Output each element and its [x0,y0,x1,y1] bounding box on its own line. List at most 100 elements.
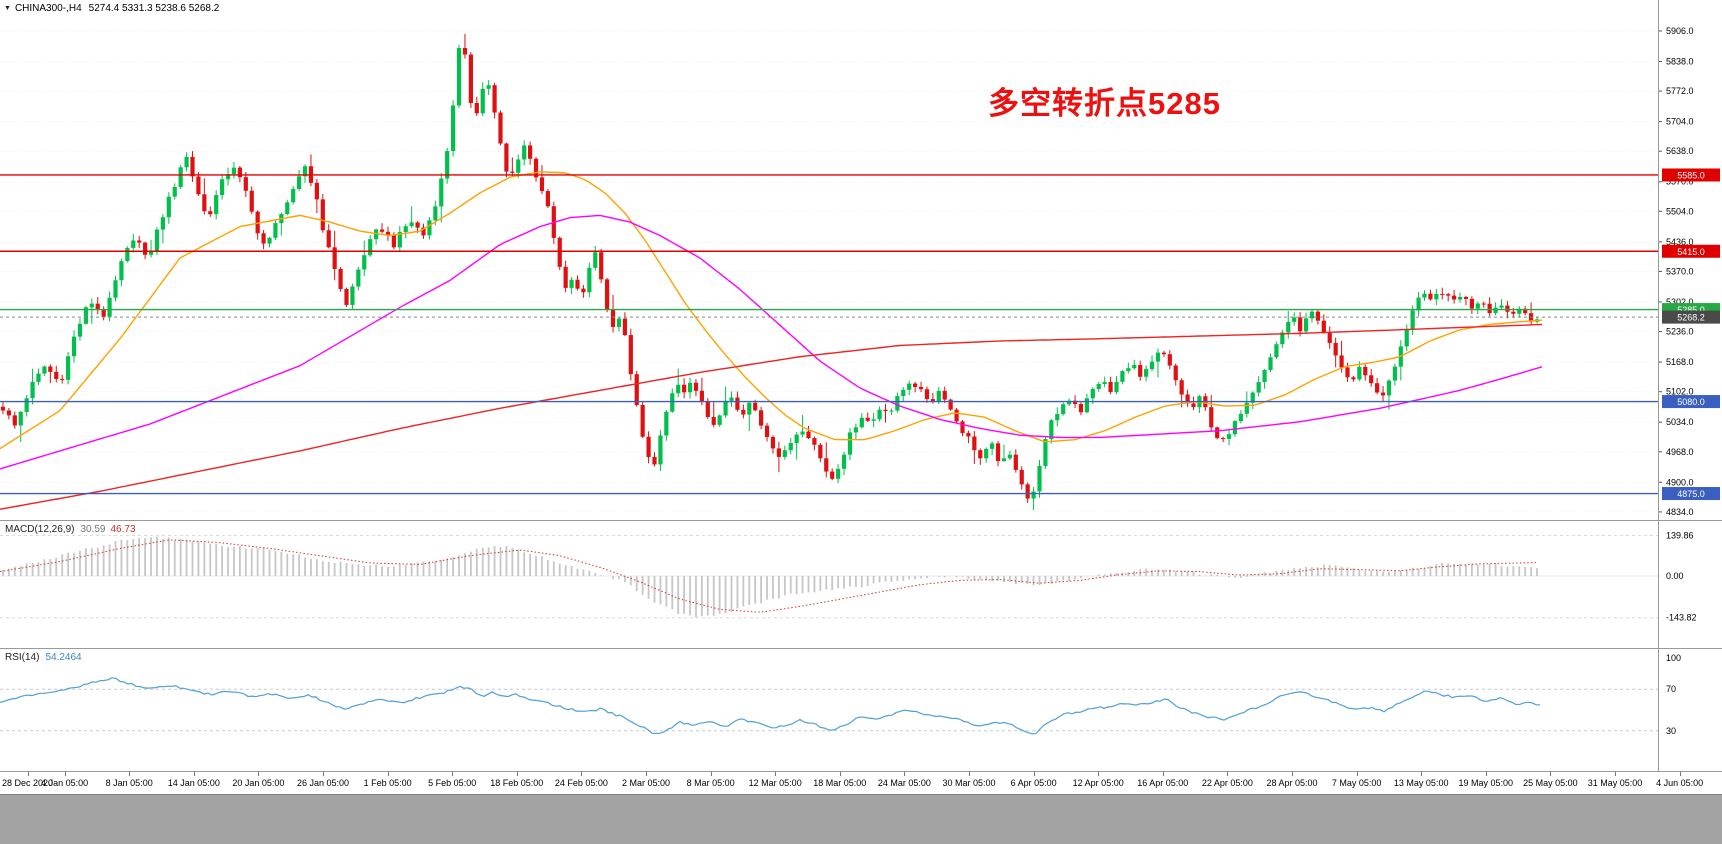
time-axis-label: 7 May 05:00 [1331,778,1382,788]
time-axis-tick [1098,772,1100,776]
time-axis-label: 26 Jan 05:00 [296,778,350,788]
time-axis-label: 1 Feb 05:00 [363,778,412,788]
annotation-text: 多空转折点5285 [988,86,1221,121]
svg-text:5638.0: 5638.0 [1666,146,1694,156]
bottom-strip [0,794,1722,844]
time-axis-tick [452,772,454,776]
time-axis-tick [1227,772,1229,776]
time-axis-label: 16 Apr 05:00 [1137,778,1189,788]
time-axis-label: 28 Dec 2020 [2,778,54,788]
time-axis-tick [1033,772,1035,776]
time-axis-label: 5 Feb 05:00 [428,778,477,788]
svg-text:5570.0: 5570.0 [1666,177,1694,187]
time-axis-label: 4 Jan 05:00 [41,778,89,788]
svg-text:0.00: 0.00 [1666,571,1684,581]
time-axis-tick [1550,772,1552,776]
svg-text:5302.0: 5302.0 [1666,297,1694,307]
ma-mid-line [0,214,1543,470]
time-axis-label: 12 Apr 05:00 [1072,778,1124,788]
time-axis-label: 4 Jun 05:00 [1656,778,1704,788]
ma-slow-line [0,323,1543,510]
svg-text:5268.2: 5268.2 [1677,313,1705,323]
macd-histogram [2,536,1538,618]
svg-text:5370.0: 5370.0 [1666,266,1694,276]
svg-text:5504.0: 5504.0 [1666,206,1694,216]
candles-group [0,34,1540,511]
time-axis-label: 19 May 05:00 [1458,778,1514,788]
time-axis-tick [581,772,583,776]
time-axis-tick [387,772,389,776]
time-axis-label: 8 Mar 05:00 [686,778,735,788]
time-axis-label: 8 Jan 05:00 [105,778,153,788]
time-axis-tick [193,772,195,776]
rsi-value: 54.2464 [45,652,82,663]
time-axis-tick [323,772,324,776]
collapse-arrow-icon[interactable]: ▼ [4,5,11,12]
time-axis-tick [64,772,66,776]
time-axis-tick [646,772,647,776]
time-axis-tick [1162,772,1164,776]
svg-text:30: 30 [1666,726,1676,736]
svg-text:5906.0: 5906.0 [1666,26,1694,36]
time-axis-tick [839,772,841,776]
ma-fast-line [0,171,1543,450]
time-axis-tick [28,772,29,776]
quote-ohlc-values: 5274.4 5331.3 5238.6 5268.2 [88,3,220,14]
time-axis-tick [258,772,260,776]
rsi-pane: 100 70 30 [0,648,1722,736]
svg-text:5034.0: 5034.0 [1666,417,1694,427]
time-axis-label: 24 Mar 05:00 [877,778,931,788]
rsi-indicator-label: RSI(14) 54.2464 [5,652,82,663]
chart-canvas[interactable]: 5906.0 5838.0 5772.0 5704.0 5638.0 5570.0 5504… [0,0,1722,772]
time-axis-label: 20 Jan 05:00 [232,778,285,788]
svg-text:5080.0: 5080.0 [1677,397,1705,407]
svg-text:5704.0: 5704.0 [1666,117,1694,127]
time-axis-label: 12 Mar 05:00 [748,778,802,788]
time-axis-tick [1679,772,1681,776]
time-axis-label: 22 Apr 05:00 [1201,778,1253,788]
time-axis-label: 6 Apr 05:00 [1010,778,1057,788]
svg-text:5436.0: 5436.0 [1666,237,1694,247]
time-axis-label: 2 Mar 05:00 [621,778,671,788]
time-axis[interactable]: 28 Dec 2020 4 Jan 05:00 8 Jan 05:00 14 Jan … [0,772,1722,794]
time-axis-label: 31 May 05:00 [1587,778,1643,788]
quote-bar: ▼ CHINA300-,H4 5274.4 5331.3 5238.6 5268.2 [4,3,219,14]
symbol-timeframe-label: CHINA300-,H4 [14,3,82,14]
svg-text:100: 100 [1666,653,1681,663]
svg-text:5838.0: 5838.0 [1666,56,1694,66]
macd-pane: 139.86 0.00 -143.82 [0,520,1722,623]
time-axis-tick [710,772,712,776]
time-axis-tick [1615,772,1616,776]
svg-text:4968.0: 4968.0 [1666,447,1694,457]
macd-name: MACD(12,26,9) [5,524,75,535]
time-axis-label: 28 Apr 05:00 [1266,778,1318,788]
price-axis[interactable]: 5906.0 5838.0 5772.0 5704.0 5638.0 5570.0 5504… [1658,26,1720,517]
rsi-line [0,677,1541,735]
svg-text:5585.0: 5585.0 [1677,170,1705,180]
time-axis-label: 24 Feb 05:00 [554,778,608,788]
time-axis-label: 25 May 05:00 [1523,778,1578,788]
time-axis-tick [969,772,970,776]
svg-text:5415.0: 5415.0 [1677,247,1705,257]
svg-text:5168.0: 5168.0 [1666,357,1694,367]
svg-text:5102.0: 5102.0 [1666,387,1694,397]
time-axis-tick [129,772,131,776]
time-axis-tick [904,772,906,776]
svg-text:5285.0: 5285.0 [1677,305,1705,315]
time-axis-tick [1421,772,1423,776]
macd-signal-line [0,539,1537,613]
time-axis-label: 18 Mar 05:00 [813,778,867,788]
svg-text:139.86: 139.86 [1666,530,1694,540]
macd-main-value: 30.59 [80,524,106,535]
macd-signal-value: 46.73 [110,524,136,535]
svg-text:4900.0: 4900.0 [1666,477,1694,487]
time-axis-label: 13 May 05:00 [1393,778,1449,788]
svg-text:70: 70 [1666,684,1676,694]
time-axis-tick [1356,772,1358,776]
time-axis-label: 18 Feb 05:00 [490,778,544,788]
time-axis-label: 30 Mar 05:00 [942,778,996,788]
time-axis-label: 14 Jan 05:00 [167,778,220,788]
svg-text:4875.0: 4875.0 [1677,489,1705,499]
svg-text:4834.0: 4834.0 [1666,507,1694,517]
